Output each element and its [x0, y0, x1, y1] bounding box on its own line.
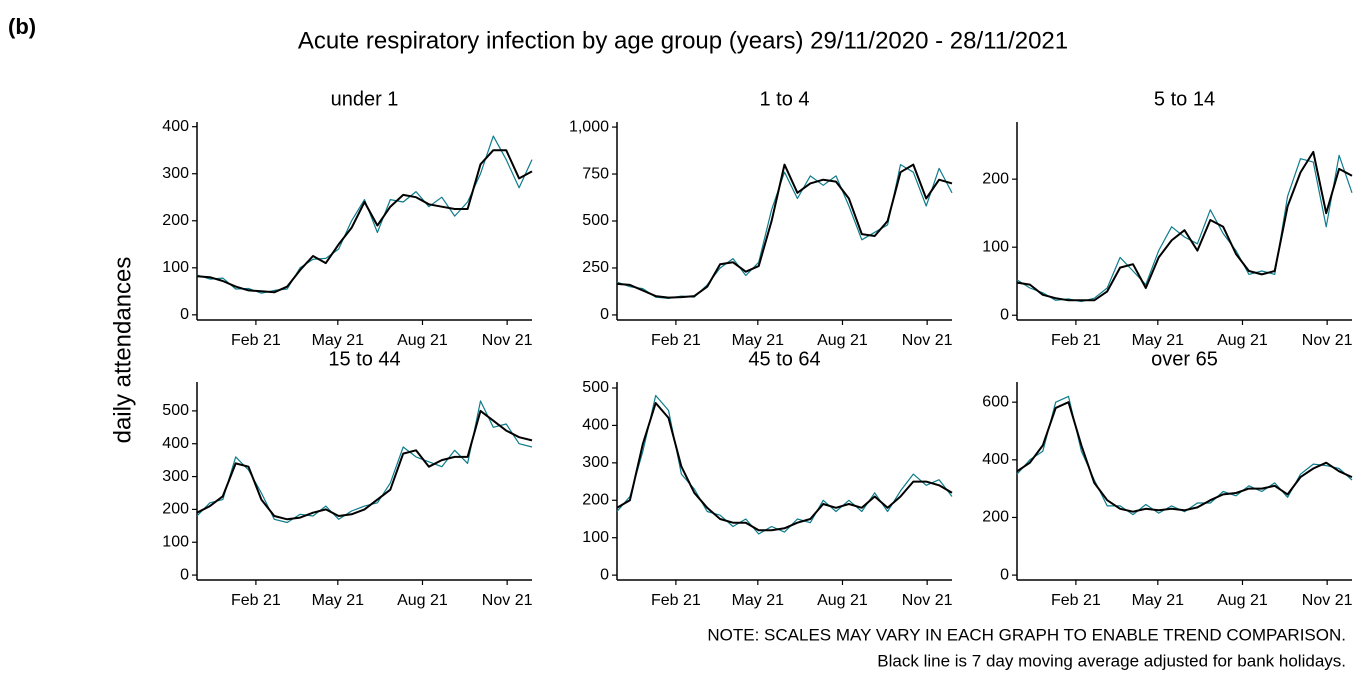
x-tick-label: May 21 [732, 592, 785, 609]
y-tick-label: 200 [982, 509, 1009, 526]
y-tick-label: 0 [600, 306, 609, 323]
data-line [1016, 401, 1353, 513]
y-tick-label: 0 [1000, 566, 1009, 583]
y-tick-label: 100 [162, 533, 189, 550]
y-tick-label: 0 [180, 306, 189, 323]
x-tick-label: May 21 [1132, 332, 1185, 349]
y-axis-label: daily attendances [109, 257, 136, 444]
y-tick-label: 200 [162, 501, 189, 518]
y-tick-label: 500 [582, 212, 609, 229]
x-tick-label: Feb 21 [231, 332, 281, 349]
panel-title: over 65 [1151, 348, 1218, 370]
y-tick-label: 400 [982, 451, 1009, 468]
data-line [196, 400, 533, 524]
x-tick-label: Nov 21 [902, 592, 953, 609]
x-tick-label: Feb 21 [231, 592, 281, 609]
x-tick-label: Feb 21 [651, 592, 701, 609]
note: Black line is 7 day moving average adjus… [877, 651, 1346, 670]
y-tick-label: 100 [982, 238, 1009, 255]
panel-title: 1 to 4 [759, 88, 809, 110]
x-tick-label: Nov 21 [482, 332, 533, 349]
data-line [196, 135, 533, 294]
y-tick-label: 0 [180, 566, 189, 583]
x-tick-label: Feb 21 [651, 332, 701, 349]
panel-title: 45 to 64 [748, 348, 820, 370]
y-tick-label: 300 [582, 454, 609, 471]
y-tick-label: 100 [582, 529, 609, 546]
y-tick-label: 200 [162, 212, 189, 229]
x-tick-label: Aug 21 [817, 592, 868, 609]
x-tick-label: Nov 21 [902, 332, 953, 349]
x-tick-label: Nov 21 [1302, 332, 1353, 349]
data-line [196, 409, 533, 521]
y-tick-label: 600 [982, 393, 1009, 410]
note: NOTE: SCALES MAY VARY IN EACH GRAPH TO E… [707, 625, 1346, 644]
data-line [196, 149, 533, 294]
x-tick-label: May 21 [312, 592, 365, 609]
y-tick-label: 500 [162, 402, 189, 419]
data-line [616, 164, 953, 299]
data-line [1016, 150, 1353, 302]
x-tick-label: May 21 [732, 332, 785, 349]
data-line [616, 402, 953, 532]
y-tick-label: 500 [582, 379, 609, 396]
panel-title: 5 to 14 [1154, 88, 1215, 110]
y-tick-label: 200 [582, 491, 609, 508]
y-tick-label: 750 [582, 165, 609, 182]
panel-title: 15 to 44 [328, 348, 400, 370]
y-tick-label: 400 [582, 417, 609, 434]
x-tick-label: Feb 21 [1051, 332, 1101, 349]
x-tick-label: Nov 21 [482, 592, 533, 609]
y-tick-label: 250 [582, 259, 609, 276]
x-tick-label: May 21 [312, 332, 365, 349]
x-tick-label: Feb 21 [1051, 592, 1101, 609]
x-tick-label: Aug 21 [397, 332, 448, 349]
y-tick-label: 400 [162, 435, 189, 452]
x-tick-label: May 21 [1132, 592, 1185, 609]
y-tick-label: 300 [162, 468, 189, 485]
y-tick-label: 200 [982, 170, 1009, 187]
x-tick-label: Aug 21 [1217, 592, 1268, 609]
panel-title: under 1 [331, 88, 399, 110]
x-tick-label: Aug 21 [397, 592, 448, 609]
y-tick-label: 300 [162, 165, 189, 182]
y-tick-label: 1,000 [569, 118, 609, 135]
x-tick-label: Nov 21 [1302, 592, 1353, 609]
x-tick-label: Aug 21 [1217, 332, 1268, 349]
y-tick-label: 400 [162, 118, 189, 135]
data-line [1016, 395, 1353, 516]
y-tick-label: 0 [600, 566, 609, 583]
data-line [616, 163, 953, 299]
y-tick-label: 0 [1000, 306, 1009, 323]
figure-title: Acute respiratory infection by age group… [298, 27, 1068, 54]
data-line [1016, 154, 1353, 303]
y-tick-label: 100 [162, 259, 189, 276]
x-tick-label: Aug 21 [817, 332, 868, 349]
panel-label: (b) [8, 14, 36, 39]
